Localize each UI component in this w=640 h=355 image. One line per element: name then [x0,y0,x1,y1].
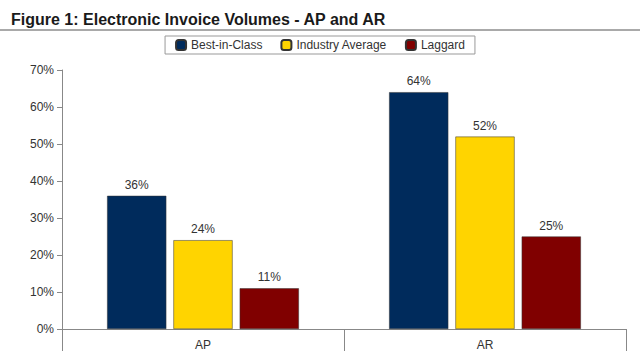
svg-text:Industry Average: Industry Average [296,38,386,52]
svg-text:70%: 70% [30,63,54,77]
svg-text:11%: 11% [258,270,281,284]
svg-text:Laggard: Laggard [421,38,465,52]
svg-text:10%: 10% [30,285,54,299]
svg-text:64%: 64% [407,74,431,88]
svg-text:30%: 30% [30,211,54,225]
svg-text:60%: 60% [30,100,54,114]
svg-text:AR: AR [477,338,494,352]
svg-text:20%: 20% [30,248,54,262]
svg-text:Figure 1: Electronic Invoice V: Figure 1: Electronic Invoice Volumes - A… [11,11,386,28]
svg-text:0%: 0% [37,322,55,336]
svg-text:50%: 50% [30,137,54,151]
svg-text:36%: 36% [125,178,149,192]
svg-text:25%: 25% [539,219,563,233]
svg-text:52%: 52% [473,119,497,133]
svg-text:40%: 40% [30,174,54,188]
svg-text:AP: AP [195,338,211,352]
svg-text:24%: 24% [191,222,215,236]
svg-text:Best-in-Class: Best-in-Class [191,38,262,52]
